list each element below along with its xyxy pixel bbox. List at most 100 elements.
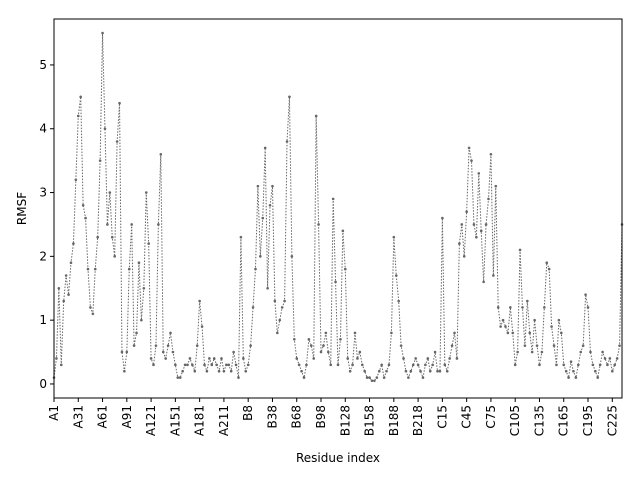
- data-point: [601, 350, 604, 354]
- data-point: [484, 223, 488, 226]
- x-tick-label: C45: [460, 405, 474, 429]
- data-point: [574, 376, 578, 379]
- data-point: [208, 357, 211, 360]
- data-point: [414, 357, 417, 360]
- data-point: [215, 363, 218, 367]
- data-point: [509, 306, 512, 309]
- data-point: [543, 306, 546, 309]
- data-point: [540, 350, 544, 354]
- data-point: [302, 376, 306, 379]
- data-point: [147, 242, 150, 245]
- data-point: [268, 204, 272, 207]
- data-point: [259, 255, 262, 258]
- data-point: [297, 363, 301, 367]
- data-point: [613, 363, 617, 367]
- data-point: [402, 357, 405, 360]
- data-point: [98, 159, 102, 162]
- data-point: [426, 357, 430, 360]
- data-point: [96, 235, 99, 239]
- data-point: [220, 357, 223, 360]
- data-point: [521, 306, 524, 309]
- x-tick-label: C15: [435, 405, 449, 429]
- data-point: [205, 369, 209, 373]
- data-point: [152, 363, 155, 367]
- data-point: [341, 229, 345, 233]
- data-point: [535, 344, 539, 347]
- data-point: [142, 286, 146, 290]
- data-point: [472, 223, 476, 226]
- data-point: [368, 376, 371, 379]
- data-point: [217, 369, 221, 373]
- x-tick-label: B188: [387, 405, 401, 436]
- data-point: [314, 114, 318, 118]
- data-point: [79, 95, 82, 99]
- data-point: [144, 191, 148, 194]
- data-point: [157, 223, 160, 226]
- data-point: [351, 363, 354, 367]
- data-point: [431, 363, 434, 367]
- data-point: [610, 369, 614, 373]
- data-point: [606, 363, 609, 367]
- data-point: [397, 299, 400, 303]
- data-point: [222, 369, 226, 373]
- data-point: [227, 363, 231, 367]
- data-point: [584, 293, 587, 296]
- data-point: [581, 344, 585, 347]
- data-point: [317, 223, 320, 226]
- data-point: [229, 369, 233, 373]
- data-point: [300, 369, 303, 373]
- y-tick-label: 1: [39, 313, 47, 327]
- data-point: [169, 331, 172, 335]
- x-tick-label: A91: [120, 405, 134, 428]
- data-point: [356, 357, 359, 360]
- data-point: [615, 357, 619, 360]
- data-point: [547, 267, 551, 271]
- data-point: [336, 363, 340, 367]
- data-point: [110, 235, 114, 239]
- data-point: [103, 127, 107, 131]
- data-point: [123, 369, 126, 373]
- data-point: [373, 379, 376, 383]
- data-point: [591, 363, 595, 367]
- data-point: [118, 101, 121, 105]
- data-point: [106, 223, 109, 226]
- data-point: [293, 338, 296, 341]
- x-tick-label: A181: [193, 405, 207, 436]
- data-point: [479, 229, 483, 233]
- x-tick-label: C195: [581, 405, 595, 436]
- data-point: [203, 363, 206, 367]
- x-tick-label: A61: [96, 405, 110, 428]
- data-point: [618, 344, 621, 347]
- data-point: [470, 159, 473, 162]
- data-point: [562, 363, 566, 367]
- data-point: [462, 255, 466, 258]
- data-point: [608, 357, 612, 360]
- x-tick-label: B8: [241, 405, 255, 421]
- rmsf-series-line: [53, 33, 623, 382]
- data-point: [533, 318, 536, 322]
- data-point: [382, 376, 386, 379]
- x-tick-label: A1: [47, 405, 61, 421]
- data-point: [375, 376, 379, 379]
- data-point: [433, 350, 437, 354]
- data-point: [475, 235, 478, 239]
- data-point: [271, 184, 274, 188]
- data-point: [482, 280, 485, 284]
- x-tick-label: A211: [217, 405, 231, 436]
- data-point: [506, 331, 510, 335]
- x-tick-label: B38: [265, 405, 279, 429]
- x-axis: A1 A31 A61 A91 A121 A151 A181 A211 B8 B38 B68 B98 B1…: [47, 398, 619, 436]
- data-point: [244, 369, 248, 373]
- data-point: [603, 357, 607, 360]
- data-point: [526, 299, 529, 303]
- data-point: [164, 357, 167, 360]
- data-point: [424, 363, 427, 367]
- data-point: [552, 344, 556, 347]
- data-point: [120, 350, 124, 354]
- data-point: [596, 376, 600, 379]
- data-point: [385, 369, 388, 373]
- data-point: [443, 363, 447, 367]
- data-point: [183, 363, 187, 367]
- data-point: [234, 363, 238, 367]
